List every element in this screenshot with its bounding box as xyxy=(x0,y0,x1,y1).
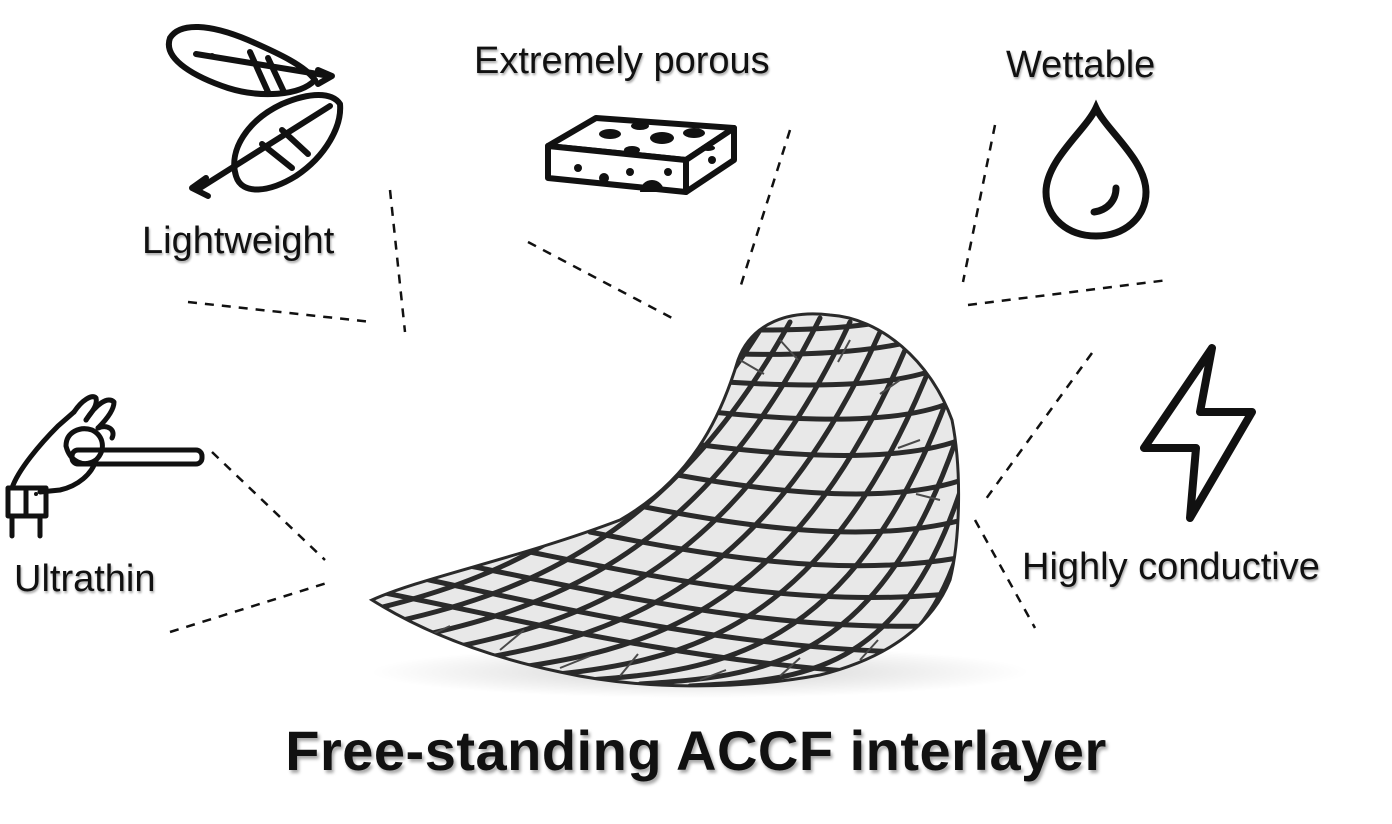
water-drop-icon xyxy=(1042,99,1150,240)
connector-porous-a xyxy=(527,240,673,320)
label-wettable: Wettable xyxy=(1006,44,1156,86)
connector-lightweight-b xyxy=(388,189,407,333)
connector-wettable-b xyxy=(967,278,1169,307)
connector-wettable-a xyxy=(961,124,997,283)
connector-ultrathin-b xyxy=(169,580,331,634)
label-ultrathin: Ultrathin xyxy=(14,558,156,600)
accf-mesh-interlayer xyxy=(368,312,1030,698)
sponge-icon xyxy=(545,115,737,195)
connector-conductive-b xyxy=(973,519,1037,629)
feather-icon xyxy=(165,24,344,199)
connector-conductive-a xyxy=(981,352,1094,504)
connector-lines xyxy=(169,124,1169,634)
lightning-bolt-icon xyxy=(1140,344,1256,522)
diagram-title: Free-standing ACCF interlayer xyxy=(285,719,1107,782)
connector-ultrathin-a xyxy=(211,451,326,561)
hand-holding-rod-icon xyxy=(5,394,205,539)
label-extremely-porous: Extremely porous xyxy=(474,40,770,82)
label-lightweight: Lightweight xyxy=(142,220,335,262)
label-highly-conductive: Highly conductive xyxy=(1022,546,1320,588)
connector-lightweight-a xyxy=(187,300,373,324)
connector-porous-b xyxy=(738,129,792,289)
